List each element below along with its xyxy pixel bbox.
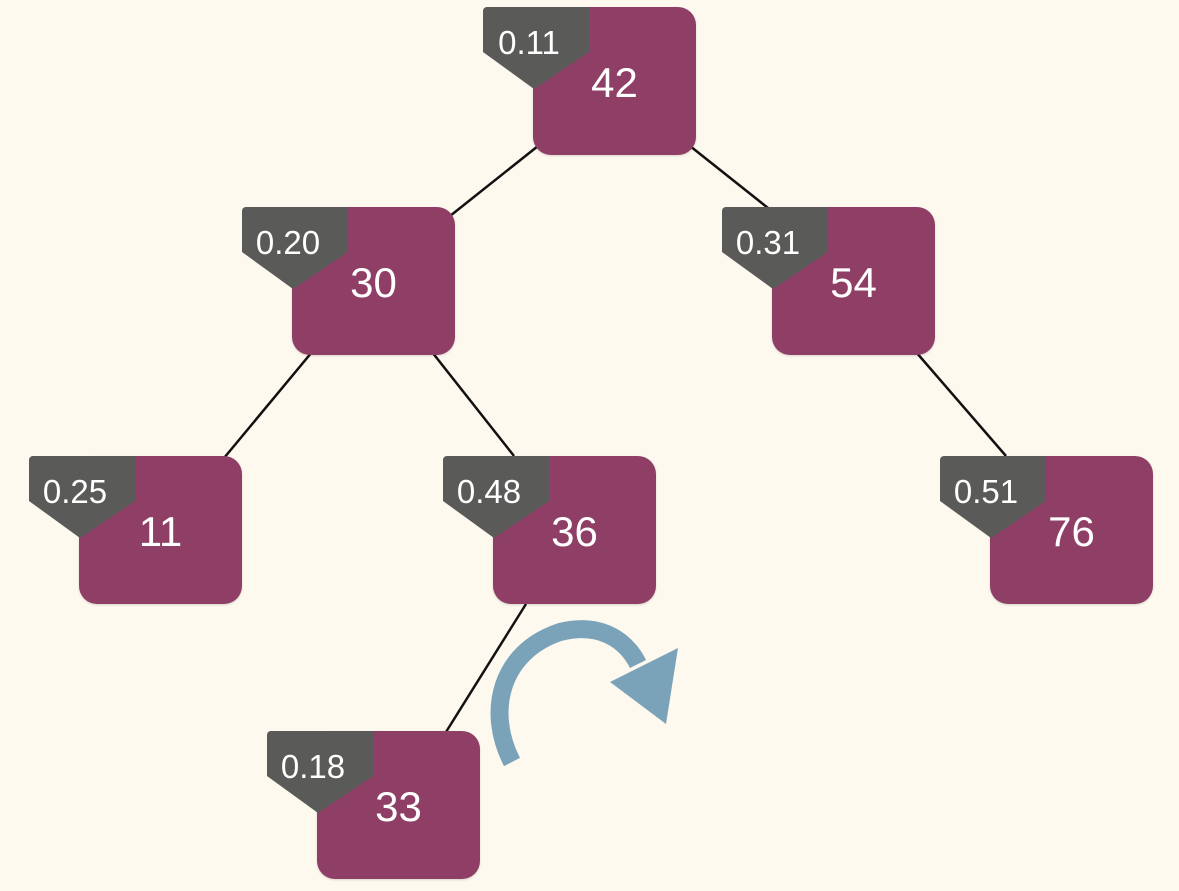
node-key: 11	[138, 508, 183, 555]
node-priority: 0.48	[456, 473, 522, 510]
node-priority: 0.25	[42, 473, 108, 510]
tree-node-11: 0.25 11	[29, 456, 242, 606]
node-key: 54	[830, 259, 877, 306]
tree-node-36: 0.48 36	[443, 456, 656, 606]
edge-54-76	[915, 351, 1007, 457]
node-priority: 0.11	[498, 24, 560, 61]
tree-node-54: 0.31 54	[722, 207, 935, 357]
edge-30-11	[223, 351, 313, 459]
node-priority: 0.18	[280, 748, 346, 785]
node-key: 76	[1048, 508, 1095, 555]
edge-42-54	[689, 145, 769, 209]
node-key: 42	[591, 59, 638, 106]
edge-36-33	[444, 603, 528, 733]
node-key: 33	[375, 783, 422, 830]
tree-node-30: 0.20 30	[242, 207, 455, 357]
node-priority: 0.31	[735, 224, 801, 261]
node-key: 30	[350, 259, 397, 306]
tree-node-42: 0.11 42	[483, 7, 696, 157]
tree-node-76: 0.51 76	[940, 456, 1153, 606]
edge-30-36	[431, 351, 515, 457]
edge-42-30	[449, 145, 539, 217]
node-priority: 0.51	[953, 473, 1019, 510]
tree-node-33: 0.18 33	[267, 731, 480, 881]
node-priority: 0.20	[255, 224, 321, 261]
node-key: 36	[551, 508, 598, 555]
